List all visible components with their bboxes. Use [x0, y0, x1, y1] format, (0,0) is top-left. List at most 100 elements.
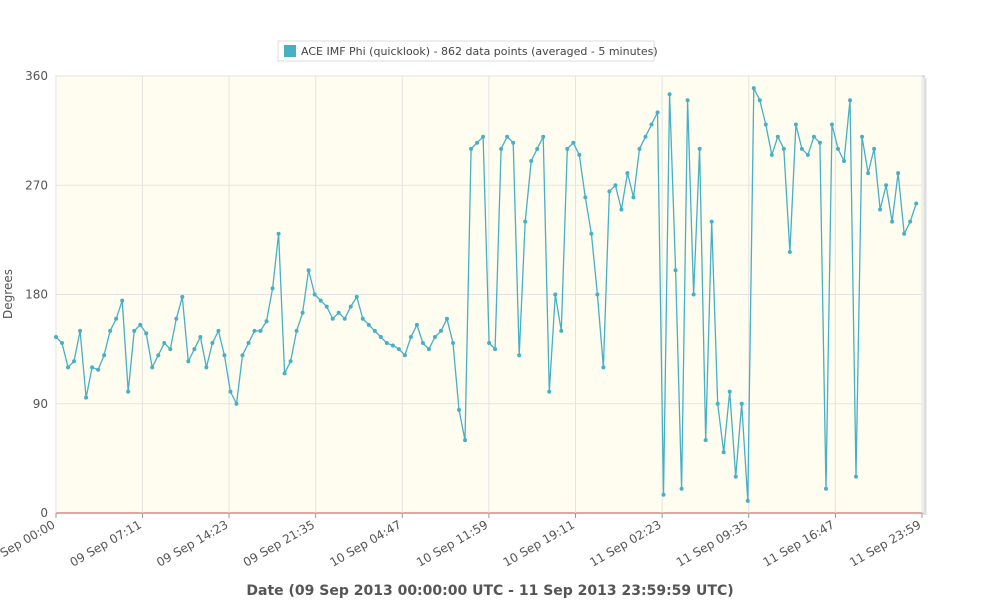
data-point: [547, 389, 552, 394]
data-point: [414, 322, 419, 327]
x-tick-label: 11 Sep 02:23: [587, 517, 663, 569]
data-point: [126, 389, 131, 394]
data-point: [817, 140, 822, 145]
data-point: [162, 341, 167, 346]
data-point: [451, 341, 456, 346]
data-point: [697, 146, 702, 151]
data-point: [625, 171, 630, 176]
legend[interactable]: ACE IMF Phi (quicklook) - 862 data point…: [277, 40, 658, 62]
data-point: [607, 189, 612, 194]
y-tick-label: 0: [40, 506, 48, 520]
data-point: [619, 207, 624, 212]
data-point: [763, 122, 768, 127]
data-point: [661, 492, 666, 497]
data-point: [276, 231, 281, 236]
data-point: [198, 334, 203, 339]
data-point: [655, 110, 660, 115]
data-point: [168, 347, 173, 352]
data-point: [872, 146, 877, 151]
data-point: [601, 365, 606, 370]
data-point: [306, 268, 311, 273]
data-point: [294, 328, 299, 333]
data-point: [559, 328, 564, 333]
data-point: [673, 268, 678, 273]
data-point: [114, 316, 119, 321]
x-tick-label: 09 Sep 21:35: [241, 517, 317, 569]
data-point: [667, 92, 672, 97]
data-point: [132, 328, 137, 333]
data-point: [342, 316, 347, 321]
data-point: [210, 341, 215, 346]
data-point: [138, 322, 143, 327]
data-point: [890, 219, 895, 224]
data-point: [613, 183, 618, 188]
data-point: [432, 334, 437, 339]
data-point: [300, 310, 305, 315]
data-point: [312, 292, 317, 297]
data-point: [204, 365, 209, 370]
data-point: [270, 286, 275, 291]
data-point: [709, 219, 714, 224]
data-point: [330, 316, 335, 321]
data-point: [240, 353, 245, 358]
y-tick-label: 180: [25, 288, 48, 302]
data-point: [390, 343, 395, 348]
data-point: [228, 389, 233, 394]
data-point: [553, 292, 558, 297]
data-point: [637, 146, 642, 151]
data-point: [715, 401, 720, 406]
data-point: [192, 347, 197, 352]
data-point: [595, 292, 600, 297]
y-tick-label: 360: [25, 69, 48, 83]
data-point: [402, 353, 407, 358]
data-point: [120, 298, 125, 303]
data-point: [571, 140, 576, 145]
data-point: [444, 316, 449, 321]
x-axis-title: Date (09 Sep 2013 00:00:00 UTC - 11 Sep …: [246, 583, 733, 599]
y-tick-label: 90: [33, 397, 48, 411]
data-point: [354, 294, 359, 299]
y-axis-title: Degrees: [1, 269, 15, 319]
data-point: [420, 341, 425, 346]
data-point: [908, 219, 913, 224]
data-point: [829, 122, 834, 127]
data-line: [55, 87, 917, 501]
data-point: [775, 134, 780, 139]
data-point: [721, 450, 726, 455]
data-point: [72, 359, 77, 364]
data-point: [144, 331, 149, 336]
x-tick-label: 09 Sep 00:00: [0, 517, 58, 569]
data-point: [854, 474, 859, 479]
data-point: [372, 328, 377, 333]
data-point: [186, 359, 191, 364]
data-point: [848, 98, 853, 103]
data-point: [487, 341, 492, 346]
data-point: [108, 328, 113, 333]
data-point: [589, 231, 594, 236]
data-point: [499, 146, 504, 151]
data-point: [457, 407, 462, 412]
data-point: [475, 140, 480, 145]
data-point: [769, 152, 774, 157]
data-point: [493, 347, 498, 352]
data-point: [751, 86, 756, 91]
data-point: [860, 134, 865, 139]
legend-swatch: [284, 45, 296, 57]
data-point: [685, 98, 690, 103]
data-point: [505, 134, 510, 139]
y-tick-label: 270: [25, 178, 48, 192]
data-point: [366, 322, 371, 327]
data-point: [96, 367, 101, 372]
data-point: [426, 347, 431, 352]
legend-label: ACE IMF Phi (quicklook) - 862 data point…: [301, 45, 658, 58]
data-point: [438, 328, 443, 333]
x-tick-label: 10 Sep 19:11: [501, 517, 577, 569]
data-point: [408, 334, 413, 339]
data-point: [799, 146, 804, 151]
data-point: [541, 134, 546, 139]
data-point: [222, 353, 227, 358]
data-point: [78, 328, 83, 333]
data-point: [914, 201, 919, 206]
data-point: [90, 365, 95, 370]
